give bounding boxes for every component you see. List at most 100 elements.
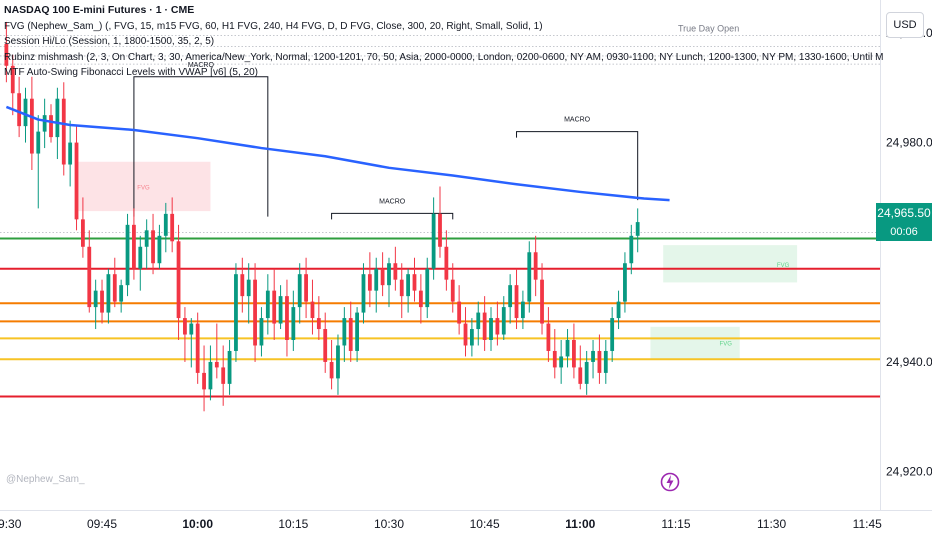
macro-bracket[interactable] [331,212,454,220]
candle-body[interactable] [597,350,602,373]
candle-body[interactable] [208,361,213,390]
candle-body[interactable] [425,268,430,308]
candle-body[interactable] [297,274,302,308]
candle-body[interactable] [138,246,143,269]
candle-body[interactable] [100,290,104,313]
candle-body[interactable] [412,274,417,291]
candle-body[interactable] [374,268,379,291]
candle-body[interactable] [514,285,519,319]
candle-body[interactable] [578,367,583,384]
candle-body[interactable] [323,329,328,362]
candle-body[interactable] [616,301,621,319]
time-axis[interactable]: 09:30 09:45 10:00 10:15 10:30 10:45 11:00 11:15… [0,517,882,531]
candle-body[interactable] [42,115,47,132]
candle-body[interactable] [68,142,73,165]
candle-body[interactable] [87,246,92,308]
candle-body[interactable] [265,290,270,319]
candle-body[interactable] [125,224,130,286]
candle-body[interactable] [10,65,15,94]
candle-body[interactable] [572,340,576,368]
candle-body[interactable] [112,274,117,302]
candle-body[interactable] [17,93,22,127]
candle-body[interactable] [418,290,423,308]
candle-body[interactable] [559,356,564,368]
candle-body[interactable] [520,301,525,319]
candle-body[interactable] [406,274,411,297]
currency-button[interactable]: USD [886,12,924,38]
candle-body[interactable] [304,274,308,302]
candle-body[interactable] [55,98,60,138]
candle-body[interactable] [163,213,168,236]
candle-body[interactable] [176,241,181,319]
candle-body[interactable] [393,263,398,280]
candle-body[interactable] [431,213,436,269]
macro-bracket[interactable] [133,76,269,217]
candle-body[interactable] [457,301,462,324]
candle-body[interactable] [234,274,238,351]
candle-body[interactable] [272,290,277,324]
candle-body[interactable] [610,318,615,351]
candle-body[interactable] [285,296,289,340]
macro-bracket[interactable] [516,131,639,201]
candle-body[interactable] [157,235,162,264]
candle-body[interactable] [74,142,79,220]
candle-body[interactable] [36,131,41,154]
legend-session-hilo-indicator[interactable]: Session Hi/Lo (Session, 1, 1800-1500, 35… [4,36,215,47]
candle-body[interactable] [151,230,155,264]
candle-body[interactable] [603,350,608,373]
candle-body[interactable] [23,98,28,127]
candle-body[interactable] [29,98,34,154]
candle-body[interactable] [49,115,53,138]
candle-body[interactable] [438,213,442,247]
candle-body[interactable] [93,290,98,308]
lightning-bolt-icon[interactable] [660,470,680,494]
legend-fib-vwap-indicator[interactable]: MTF Auto-Swing Fibonacci Levels with VWA… [4,67,258,78]
candle-body[interactable] [565,340,570,357]
candle-body[interactable] [387,263,391,286]
candle-body[interactable] [80,219,85,247]
candle-body[interactable] [533,252,538,280]
candle-body[interactable] [501,307,506,335]
candle-body[interactable] [342,318,347,346]
candle-body[interactable] [495,318,500,335]
candle-body[interactable] [227,350,232,384]
candle-body[interactable] [253,279,257,346]
candle-body[interactable] [591,350,595,362]
candle-body[interactable] [380,268,385,286]
candle-body[interactable] [584,361,589,384]
candle-body[interactable] [552,350,557,368]
candle-body[interactable] [316,318,321,330]
candle-body[interactable] [508,285,513,308]
candle-body[interactable] [399,279,404,297]
candle-body[interactable] [361,274,366,313]
candle-body[interactable] [635,222,640,236]
candle-body[interactable] [482,312,487,340]
candle-body[interactable] [348,318,353,351]
candle-body[interactable] [469,329,474,346]
candle-body[interactable] [291,307,296,340]
candle-body[interactable] [170,213,175,242]
candle-body[interactable] [4,43,9,66]
candle-body[interactable] [189,323,194,335]
candle-body[interactable] [259,318,264,346]
candle-body[interactable] [629,235,634,264]
candle-body[interactable] [546,323,551,351]
legend-rubinz-indicator[interactable]: Rubinz mishmash (2, 3, On Chart, 3, 30, … [4,51,884,63]
candle-body[interactable] [489,318,493,340]
candle-body[interactable] [310,301,315,319]
candle-body[interactable] [195,323,200,373]
fvg-zone[interactable] [650,326,740,359]
candle-body[interactable] [463,323,468,346]
candle-body[interactable] [132,224,136,269]
candle-body[interactable] [183,318,187,335]
candle-body[interactable] [527,252,532,302]
legend-fvg-indicator[interactable]: FVG (Nephew_Sam_) (, FVG, 15, m15 FVG, 6… [4,20,543,32]
candle-body[interactable] [214,361,219,368]
candle-body[interactable] [119,285,124,302]
candle-body[interactable] [355,312,360,351]
candle-body[interactable] [240,274,245,297]
candle-body[interactable] [450,279,455,302]
candle-body[interactable] [246,279,251,297]
candle-body[interactable] [476,312,481,330]
